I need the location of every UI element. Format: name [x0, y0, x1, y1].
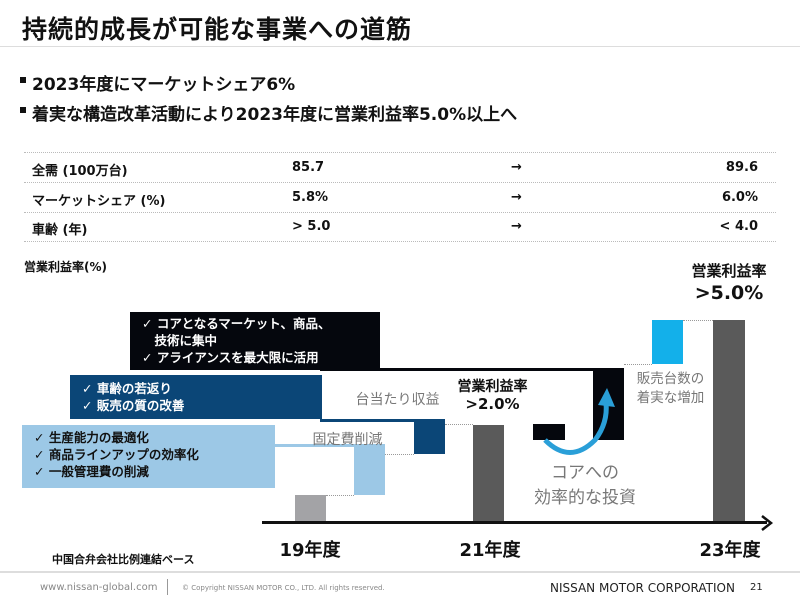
row-label: 車齢 (年) [32, 223, 88, 238]
arrow-icon: → [511, 160, 522, 175]
bullet-2: 着実な構造改革活動により2023年度に営業利益率5.0%以上へ [19, 100, 517, 125]
step-unit-revenue [414, 421, 445, 454]
core-invest-label: コアへの効率的な投資 [520, 458, 650, 508]
footer-url[interactable]: www.nissan-global.com [40, 582, 158, 593]
end-profit-label: 営業利益率 [691, 262, 767, 280]
curved-arrow-icon [543, 388, 615, 455]
arrow-icon: → [511, 219, 522, 234]
chart-note: 中国合弁会社比例連結ベース [52, 553, 195, 566]
box-line: ✓ 一般管理費の削減 [34, 464, 149, 479]
box-line: ✓ 商品ラインアップの効率化 [34, 447, 199, 462]
title-divider [0, 46, 800, 47]
bar-23 [713, 320, 745, 523]
row-to: 6.0% [721, 190, 758, 205]
box-line: ✓ アライアンスを最大限に活用 [142, 350, 319, 365]
black-connector [320, 368, 624, 371]
box-line: ✓ 車齢の若返り [82, 381, 172, 396]
box-line: ✓ コアとなるマーケット、商品、 [142, 316, 331, 331]
light-connector [274, 444, 385, 447]
table-row: 全需 (100万台) 85.7 → 89.6 [24, 153, 776, 183]
dark-connector [320, 419, 445, 422]
fixed-cost-box: ✓ 生産能力の最適化 ✓ 商品ラインアップの効率化 ✓ 一般管理費の削減 [22, 425, 275, 488]
axis-arrow-icon [761, 515, 774, 531]
step-sales-increase [652, 320, 683, 364]
box-line: 技術に集中 [142, 333, 218, 348]
label-line: コアへの [551, 463, 619, 483]
label-line: 着実な増加 [636, 390, 705, 406]
year-21: 21年度 [459, 540, 521, 561]
bar-21 [473, 425, 504, 523]
label-line: 販売台数の [636, 371, 705, 387]
fixed-cost-label: 固定費削減 [312, 432, 383, 448]
chart-ylabel: 営業利益率(%) [24, 260, 107, 274]
bullet-1: 2023年度にマーケットシェア6% [19, 70, 295, 95]
core-focus-box: ✓ コアとなるマーケット、商品、 技術に集中 ✓ アライアンスを最大限に活用 [130, 312, 380, 370]
box-line: ✓ 生産能力の最適化 [34, 430, 149, 445]
mid-profit-value: >2.0% [465, 395, 520, 413]
page-title: 持続的成長が可能な事業への道筋 [22, 15, 413, 44]
sales-increase-label: 販売台数の着実な増加 [628, 370, 713, 408]
row-from: > 5.0 [292, 219, 331, 234]
step-core-down [533, 424, 565, 440]
dotted-connector [445, 424, 473, 425]
row-label: マーケットシェア (%) [32, 194, 166, 209]
footer-company: NISSAN MOTOR CORPORATION [550, 581, 735, 595]
table-top-rule [24, 152, 776, 153]
year-19: 19年度 [279, 540, 341, 561]
year-23: 23年度 [699, 540, 761, 561]
row-from: 5.8% [292, 190, 329, 205]
label-line: 効率的な投資 [534, 488, 636, 508]
end-profit-value: >5.0% [694, 282, 764, 304]
step-fixed-cost [354, 446, 385, 495]
page-number: 21 [750, 582, 763, 593]
row-to: 89.6 [725, 160, 758, 175]
unit-revenue-label: 台当たり収益 [355, 392, 440, 408]
x-axis [262, 521, 767, 524]
table-row: マーケットシェア (%) 5.8% → 6.0% [24, 183, 776, 213]
footer-separator [167, 579, 168, 595]
dotted-connector [385, 454, 414, 455]
row-from: 85.7 [292, 160, 325, 175]
unit-revenue-box: ✓ 車齢の若返り ✓ 販売の質の改善 [70, 375, 322, 419]
footer-copyright: © Copyright NISSAN MOTOR CO., LTD. All r… [182, 584, 385, 592]
arrow-icon: → [511, 190, 522, 205]
row-label: 全需 (100万台) [32, 164, 128, 179]
mid-profit-label: 営業利益率 [457, 379, 528, 395]
dotted-connector [624, 364, 652, 365]
bar-19 [295, 495, 326, 523]
dotted-connector [683, 320, 713, 321]
dotted-connector [326, 495, 354, 496]
box-line: ✓ 販売の質の改善 [82, 398, 185, 413]
footer-divider [0, 571, 800, 573]
table-row: 車齢 (年) > 5.0 → < 4.0 [24, 212, 776, 242]
row-to: < 4.0 [719, 219, 758, 234]
